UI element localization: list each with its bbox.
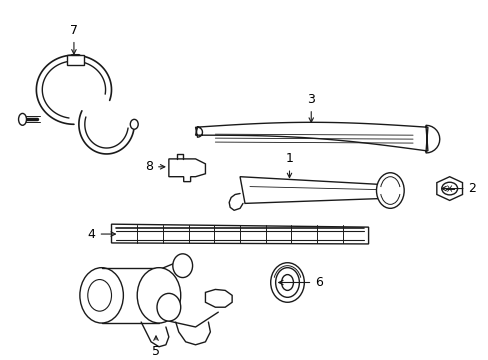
- Ellipse shape: [157, 293, 181, 321]
- Text: 2: 2: [441, 182, 475, 195]
- Polygon shape: [436, 177, 462, 201]
- Ellipse shape: [281, 275, 293, 291]
- Ellipse shape: [275, 268, 299, 297]
- Ellipse shape: [88, 279, 111, 311]
- Ellipse shape: [270, 263, 304, 302]
- Ellipse shape: [80, 268, 123, 323]
- Ellipse shape: [19, 113, 26, 125]
- Text: 5: 5: [152, 336, 160, 358]
- Polygon shape: [67, 55, 83, 65]
- Ellipse shape: [441, 182, 457, 195]
- Ellipse shape: [130, 120, 138, 129]
- Polygon shape: [111, 224, 368, 244]
- Polygon shape: [168, 159, 205, 182]
- Text: 3: 3: [306, 93, 315, 122]
- Polygon shape: [195, 122, 439, 153]
- Ellipse shape: [376, 173, 404, 208]
- Text: 8: 8: [145, 160, 164, 173]
- Text: 7: 7: [70, 24, 78, 54]
- Text: 6: 6: [278, 276, 323, 289]
- Text: 1: 1: [285, 152, 293, 177]
- Text: 4: 4: [88, 228, 115, 240]
- Ellipse shape: [137, 268, 181, 323]
- Polygon shape: [240, 177, 383, 203]
- Polygon shape: [205, 289, 232, 307]
- Ellipse shape: [172, 254, 192, 278]
